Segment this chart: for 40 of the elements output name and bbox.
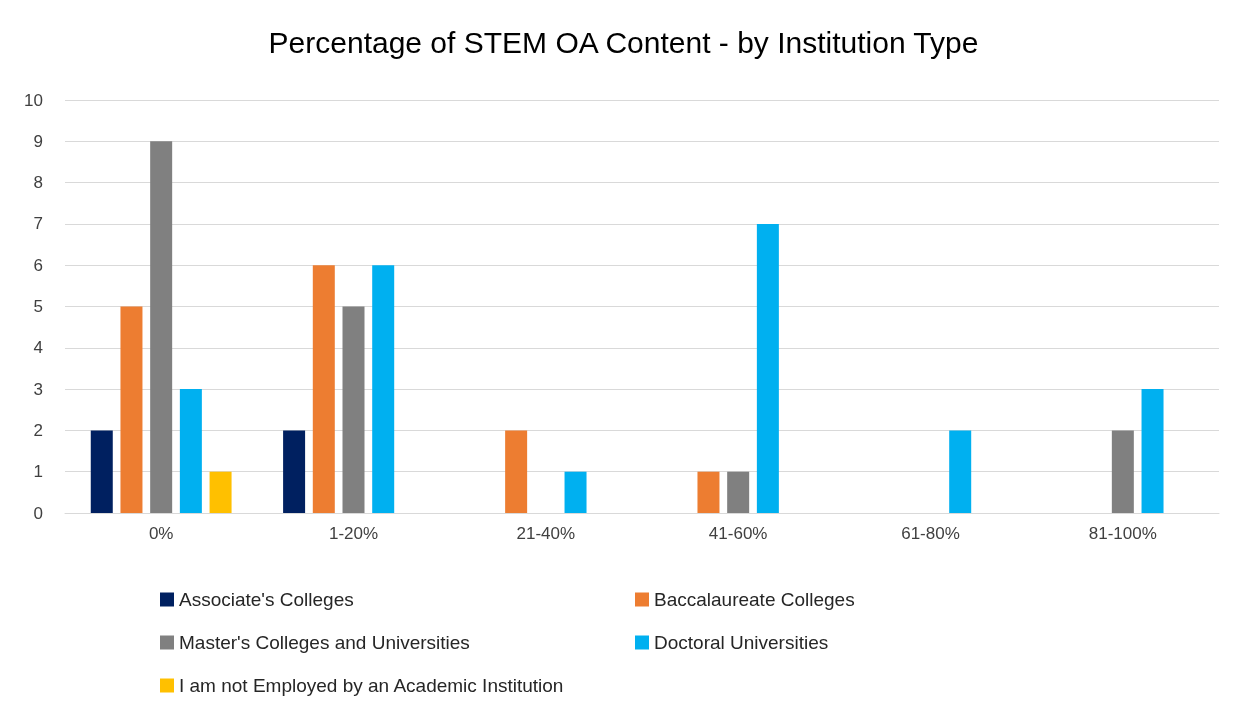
y-tick-label: 3 bbox=[33, 379, 43, 399]
bar bbox=[120, 306, 143, 513]
bar bbox=[697, 471, 720, 513]
x-tick-label: 21-40% bbox=[516, 524, 576, 543]
legend-label: Master's Colleges and Universities bbox=[179, 632, 470, 653]
y-tick-label: 8 bbox=[33, 173, 43, 193]
bar bbox=[372, 265, 395, 513]
x-tick-label: 61-80% bbox=[901, 524, 960, 543]
bar bbox=[756, 223, 779, 513]
y-tick-label: 5 bbox=[33, 297, 43, 316]
bar bbox=[150, 141, 173, 513]
bar bbox=[179, 389, 202, 513]
legend-label: Associate's Colleges bbox=[179, 589, 354, 610]
bar bbox=[1111, 430, 1134, 513]
y-tick-label: 10 bbox=[24, 90, 43, 110]
y-tick-label: 7 bbox=[33, 214, 43, 234]
y-tick-label: 6 bbox=[33, 255, 43, 275]
bar bbox=[505, 430, 528, 513]
x-tick-label: 81-100% bbox=[1088, 524, 1157, 543]
legend-label: Doctoral Universities bbox=[654, 632, 829, 653]
bar bbox=[949, 430, 972, 513]
bar bbox=[727, 471, 750, 513]
y-tick-label: 4 bbox=[33, 338, 43, 358]
x-tick-label: 0% bbox=[148, 524, 174, 543]
y-tick-label: 2 bbox=[33, 420, 43, 440]
bar bbox=[1141, 389, 1164, 513]
bar bbox=[209, 471, 232, 513]
bar bbox=[342, 306, 365, 513]
legend-label: Baccalaureate Colleges bbox=[654, 589, 855, 610]
x-tick-label: 41-60% bbox=[708, 524, 768, 543]
bar bbox=[564, 471, 587, 513]
y-tick-label: 0 bbox=[33, 503, 43, 523]
x-tick-label: 1-20% bbox=[328, 524, 379, 543]
y-tick-label: 1 bbox=[33, 462, 43, 482]
legend-label: I am not Employed by an Academic Institution bbox=[179, 675, 564, 696]
chart-title: Percentage of STEM OA Content - by Institution Type bbox=[268, 25, 979, 59]
bar bbox=[90, 430, 113, 513]
bar bbox=[312, 265, 335, 513]
bar bbox=[283, 430, 306, 513]
y-tick-label: 9 bbox=[33, 131, 43, 151]
